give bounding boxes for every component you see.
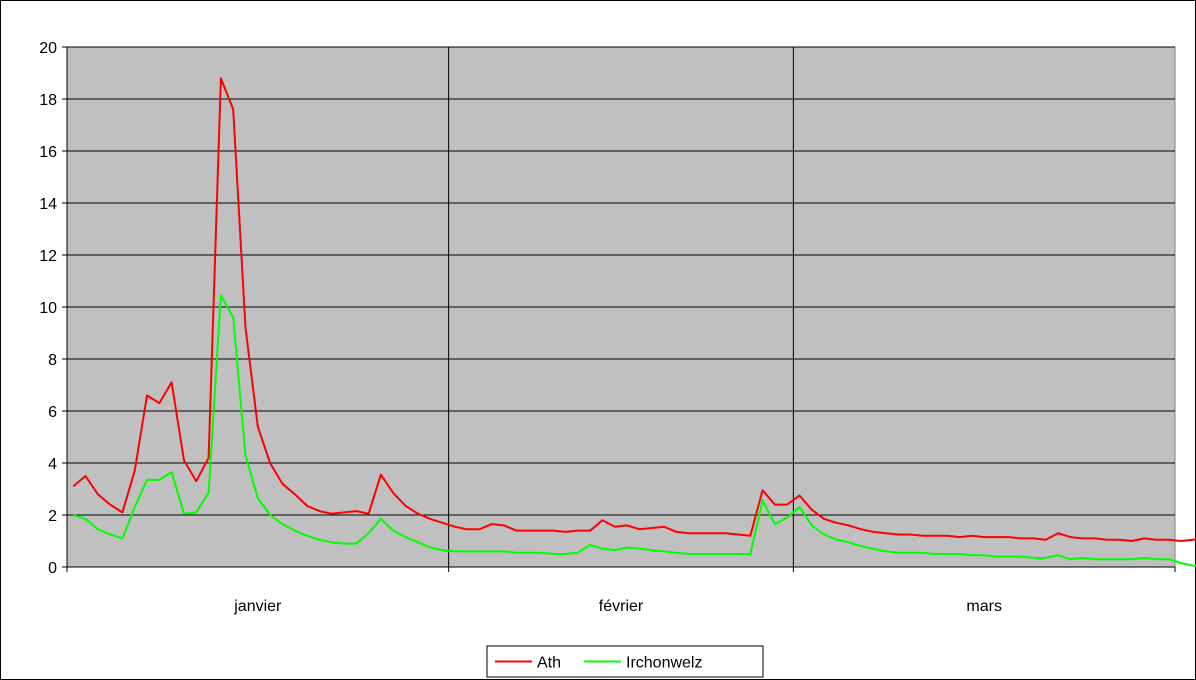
legend-label: Irchonwelz [626,655,702,672]
y-tick-label: 18 [39,92,57,109]
legend-box [486,645,764,678]
series-lines [72,77,1196,567]
legend: Ath Irchonwelz [486,645,764,678]
y-tick-label: 6 [48,404,57,421]
y-tick-label: 10 [39,300,57,317]
x-tick-label: février [599,598,644,615]
x-tick-label: mars [966,598,1002,615]
gridlines [67,46,1175,567]
y-tick-label: 14 [39,196,57,213]
y-tick-label: 2 [48,508,57,525]
series-line-irchonwelz [72,294,1196,567]
y-tick-label: 20 [39,40,57,57]
x-tick-label: janvier [233,598,282,615]
y-tick-label: 0 [48,560,57,577]
y-tick-label: 12 [39,248,57,265]
y-tick-label: 16 [39,144,57,161]
y-tick-label: 8 [48,352,57,369]
series-line-ath [72,77,1196,542]
axes: 0 2 4 6 8 10 12 14 16 18 20 janvier février mars [39,40,1176,615]
y-tick-label: 4 [48,456,57,473]
legend-label: Ath [537,655,561,672]
